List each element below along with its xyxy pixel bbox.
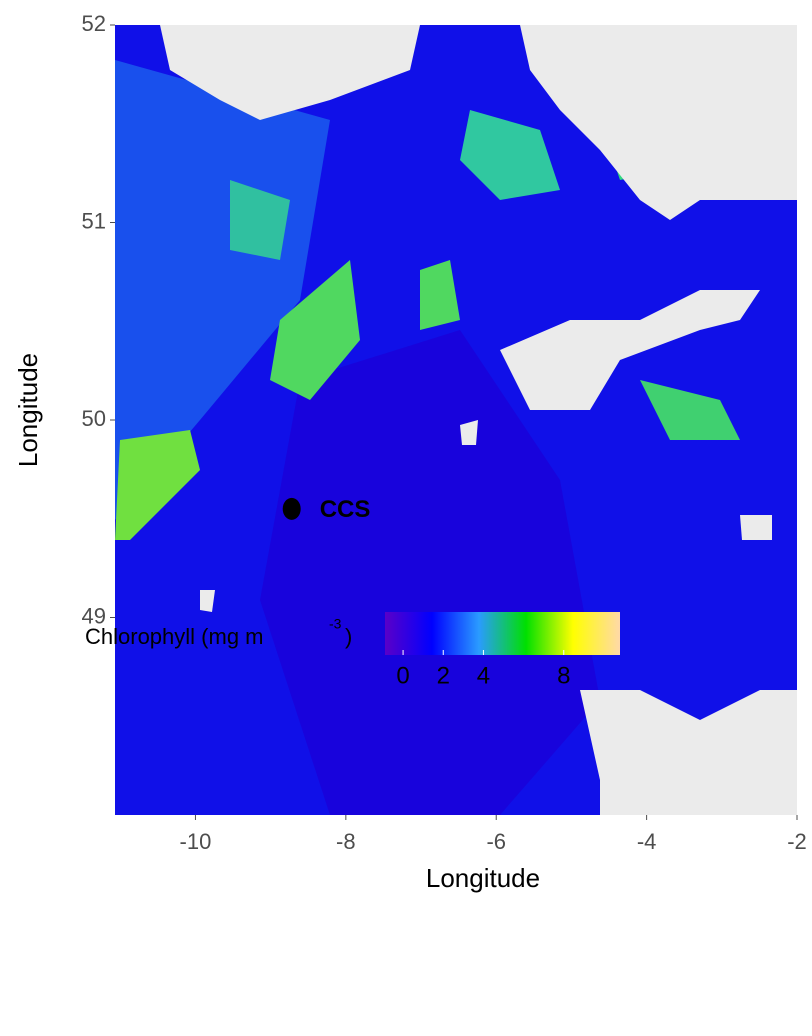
y-tick-label: 49 [82, 603, 106, 628]
y-tick-label: 50 [82, 406, 106, 431]
colorbar-tick-label: 0 [396, 662, 409, 689]
y-axis-title: Longitude [13, 353, 43, 467]
x-axis-title: Longitude [426, 863, 540, 893]
site-marker [282, 497, 301, 520]
x-tick-label: -8 [336, 829, 356, 854]
x-tick-label: -4 [637, 829, 657, 854]
colorbar-title-exponent: -3 [329, 616, 342, 632]
map-image [115, 25, 797, 815]
x-tick-label: -6 [486, 829, 506, 854]
colorbar-tick-label: 8 [557, 662, 570, 689]
x-tick-label: -10 [180, 829, 212, 854]
colorbar-title-suffix: ) [345, 624, 352, 649]
colorbar-tick-label: 2 [437, 662, 450, 689]
y-tick-label: 51 [82, 208, 106, 233]
colorbar [385, 612, 620, 655]
y-tick-label: 52 [82, 11, 106, 36]
colorbar-tick-label: 4 [477, 662, 490, 689]
site-label: CCS [320, 496, 371, 523]
x-tick-label: -2 [787, 829, 807, 854]
colorbar-title: Chlorophyll (mg m [85, 624, 264, 649]
